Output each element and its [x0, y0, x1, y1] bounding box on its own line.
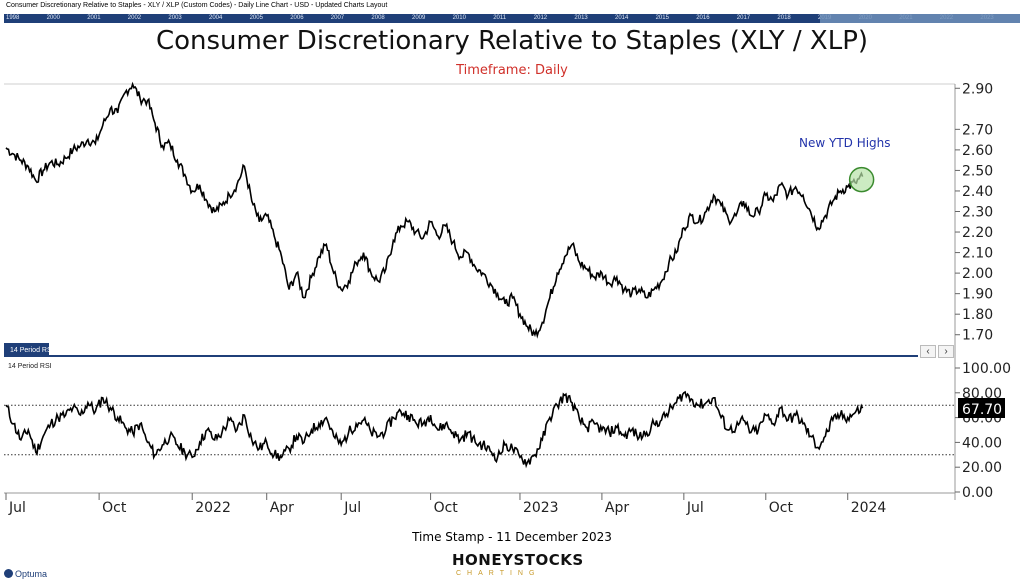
rsi-series-line: [5, 390, 864, 469]
navigator-year-2014[interactable]: 2014: [615, 15, 629, 21]
navigator-year-2004[interactable]: 2004: [209, 15, 223, 21]
navigator-year-2003[interactable]: 2003: [168, 15, 182, 21]
price-ytick-label: 2.50: [962, 163, 993, 179]
optuma-label: Optuma: [15, 569, 48, 579]
brand-logo-text: HONEYSTOCKS: [452, 551, 584, 569]
price-ytick-label: 2.70: [962, 122, 993, 138]
navigator-year-2011[interactable]: 2011: [493, 15, 507, 21]
chart-title: Consumer Discretionary Relative to Stapl…: [155, 26, 869, 56]
rsi-tab[interactable]: [4, 343, 49, 355]
x-tick-label: Apr: [270, 500, 294, 516]
navigator-year-2008[interactable]: 2008: [371, 15, 385, 21]
rsi-ytick-label: 40.00: [962, 435, 1002, 451]
navigator-year-2010[interactable]: 2010: [452, 15, 466, 21]
optuma-logo: Optuma: [4, 569, 47, 579]
chart-subtitle: Timeframe: Daily: [456, 63, 568, 78]
x-tick-label: Jul: [8, 500, 26, 516]
scroll-left-button[interactable]: ‹: [920, 345, 936, 358]
price-ytick-label: 2.20: [962, 225, 993, 241]
navigator-year-2009[interactable]: 2009: [412, 15, 426, 21]
navigator-year-2002[interactable]: 2002: [127, 15, 142, 21]
scroll-buttons: ‹ ›: [920, 345, 956, 358]
navigator-year-2016[interactable]: 2016: [696, 15, 710, 21]
price-ytick-label: 2.40: [962, 184, 993, 200]
window-caption: Consumer Discretionary Relative to Stapl…: [6, 2, 388, 9]
timestamp: Time Stamp - 11 December 2023: [412, 530, 612, 544]
rsi-value-badge: [958, 398, 1005, 418]
x-tick-label: 2023: [523, 500, 559, 516]
navigator-year-2017[interactable]: 2017: [736, 15, 751, 21]
navigator-year-2013[interactable]: 2013: [574, 15, 588, 21]
rsi-ytick-label: 20.00: [962, 460, 1002, 476]
price-series-line: [5, 81, 864, 339]
navigator-window-handle[interactable]: [820, 14, 1020, 23]
rsi-tab-label: 14 Period RSI: [10, 347, 54, 354]
scroll-right-button[interactable]: ›: [938, 345, 954, 358]
price-ytick-label: 1.70: [962, 328, 993, 344]
navigator-year-2005[interactable]: 2005: [249, 15, 263, 21]
x-tick-label: Oct: [102, 500, 127, 516]
price-ytick-label: 2.10: [962, 246, 993, 262]
price-ytick-label: 2.00: [962, 266, 993, 282]
navigator-year-1998[interactable]: 1998: [6, 15, 20, 21]
rsi-ytick-label: 0.00: [962, 485, 993, 501]
x-tick-label: Jul: [686, 500, 704, 516]
price-ytick-label: 2.30: [962, 205, 993, 221]
ytd-annotation: New YTD Highs: [799, 136, 891, 150]
x-tick-label: Oct: [434, 500, 459, 516]
brand-logo-subtext: CHARTING: [456, 570, 541, 577]
ytd-high-marker: [848, 166, 875, 193]
rsi-panel-label: 14 Period RSI: [8, 363, 52, 370]
price-ytick-label: 1.80: [962, 307, 993, 323]
x-tick-label: Oct: [769, 500, 794, 516]
rsi-ytick-label: 100.00: [962, 361, 1011, 377]
navigator-year-2015[interactable]: 2015: [655, 15, 669, 21]
price-ytick-label: 1.90: [962, 287, 993, 303]
x-tick-label: Jul: [343, 500, 361, 516]
x-tick-label: 2022: [195, 500, 231, 516]
price-ytick-label: 2.90: [962, 81, 993, 97]
x-tick-label: 2024: [851, 500, 887, 516]
optuma-icon: [4, 569, 13, 578]
navigator-year-2006[interactable]: 2006: [290, 15, 304, 21]
rsi-current-value: 67.70: [962, 402, 1002, 418]
navigator-year-2000[interactable]: 2000: [46, 15, 60, 21]
rsi-ytick-label: 80.00: [962, 386, 1002, 402]
x-tick-label: Apr: [605, 500, 629, 516]
navigator-year-2001[interactable]: 2001: [87, 15, 101, 21]
navigator-year-2007[interactable]: 2007: [330, 15, 345, 21]
price-ytick-label: 2.60: [962, 143, 993, 159]
navigator-year-2018[interactable]: 2018: [777, 15, 791, 21]
navigator-year-2012[interactable]: 2012: [533, 15, 548, 21]
